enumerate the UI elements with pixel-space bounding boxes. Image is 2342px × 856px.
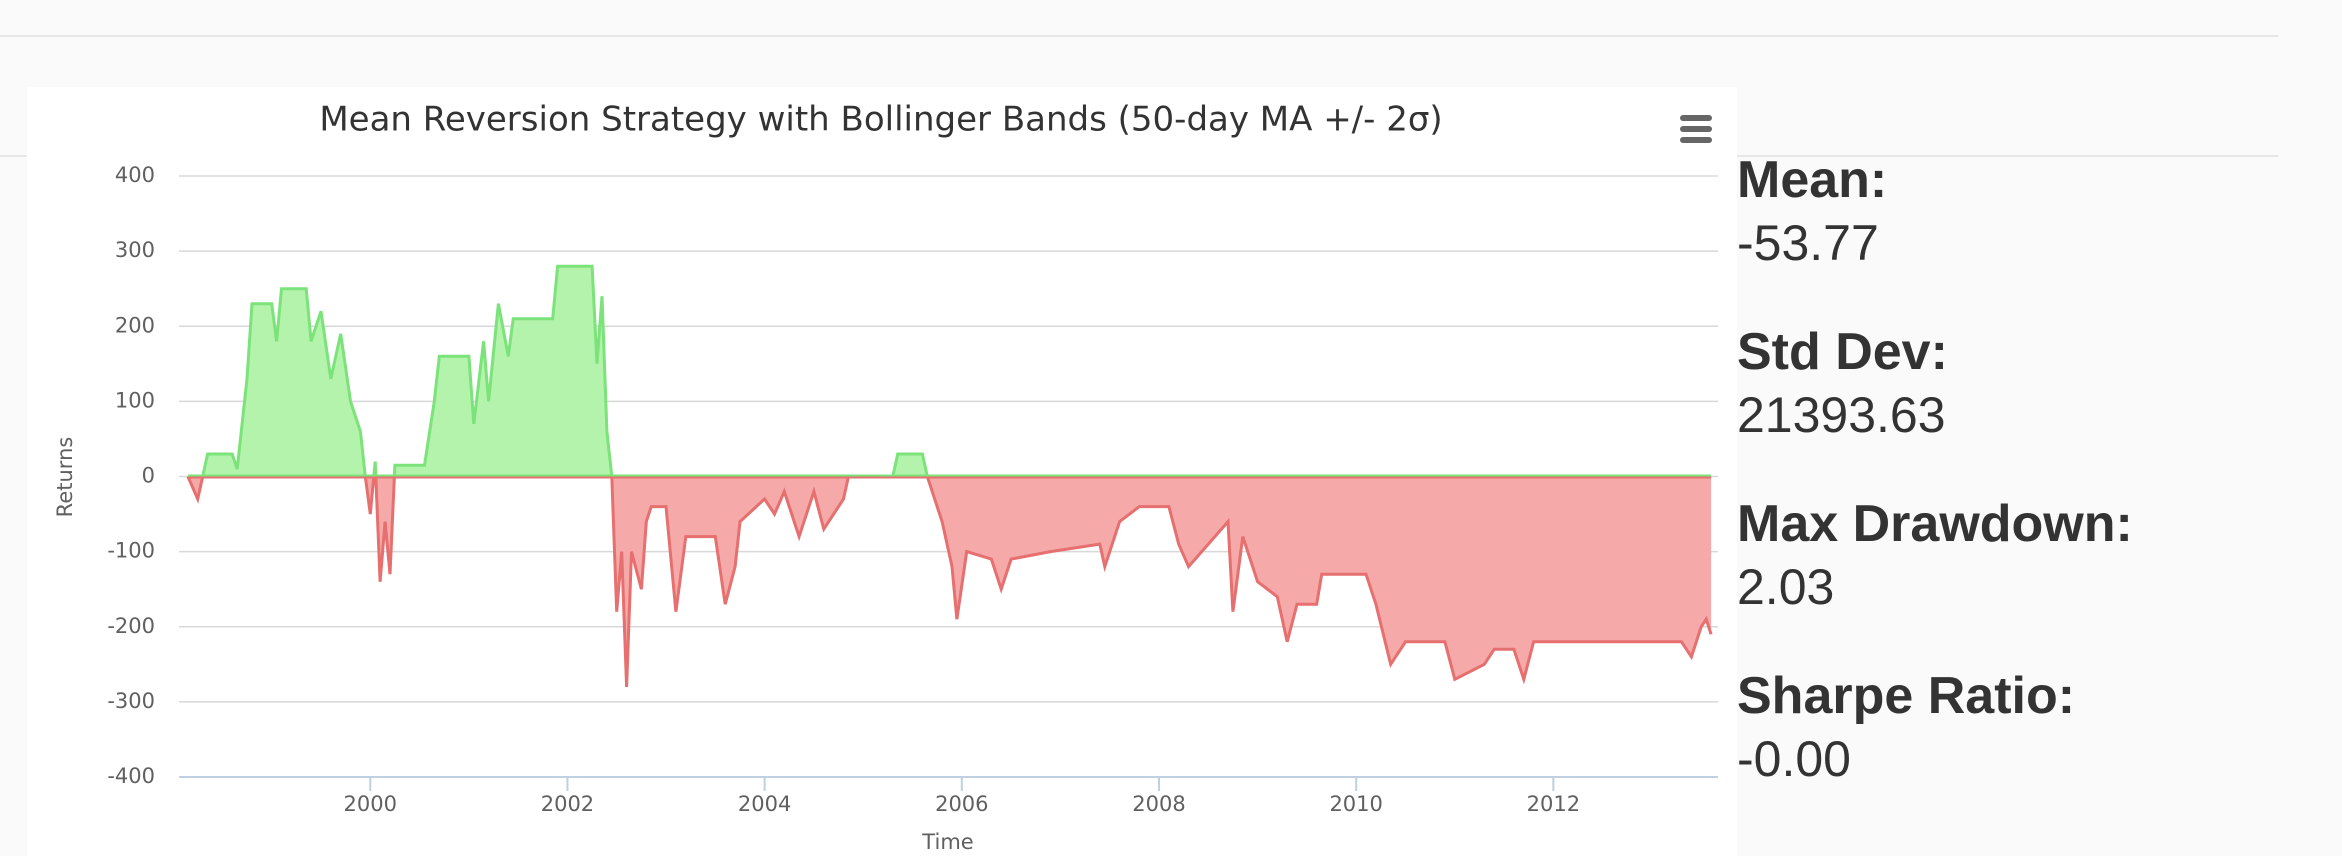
- stat-value: 21393.63: [1737, 387, 1946, 443]
- y-tick-label: 300: [115, 238, 155, 262]
- stat-label: Max Drawdown:: [1737, 495, 2133, 553]
- y-tick-label: -300: [107, 689, 155, 713]
- x-tick-label: 2010: [1329, 792, 1382, 816]
- y-tick-label: -100: [107, 539, 155, 563]
- x-tick-label: 2006: [935, 792, 988, 816]
- x-axis-title: Time: [921, 830, 973, 854]
- line-negative: [186, 476, 1713, 687]
- y-axis-title: Returns: [53, 437, 77, 518]
- x-tick-label: 2012: [1527, 792, 1580, 816]
- area-positive: [187, 266, 1712, 477]
- stat-label: Sharpe Ratio:: [1737, 667, 2076, 725]
- y-tick-label: 400: [115, 163, 155, 187]
- x-tick-label: 2008: [1132, 792, 1185, 816]
- y-tick-label: 0: [142, 464, 155, 488]
- menu-button[interactable]: [1680, 115, 1712, 143]
- area-negative: [187, 476, 1712, 687]
- y-tick-label: 200: [115, 313, 155, 337]
- x-tick-label: 2002: [541, 792, 594, 816]
- x-tick-label: 2000: [344, 792, 397, 816]
- menu-bar: [1680, 115, 1712, 121]
- menu-bar: [1680, 126, 1712, 132]
- y-tick-label: -400: [107, 764, 155, 788]
- stat-value: 2.03: [1737, 559, 1835, 615]
- stat-value: -53.77: [1737, 215, 1879, 271]
- y-tick-label: -200: [107, 614, 155, 638]
- chart-title: Mean Reversion Strategy with Bollinger B…: [319, 100, 1442, 140]
- stat-value: -0.00: [1737, 731, 1851, 787]
- y-tick-label: 100: [115, 388, 155, 412]
- x-tick-label: 2004: [738, 792, 791, 816]
- stat-label: Std Dev:: [1737, 323, 1948, 381]
- menu-bar: [1680, 137, 1712, 143]
- stat-label: Mean:: [1737, 151, 1888, 209]
